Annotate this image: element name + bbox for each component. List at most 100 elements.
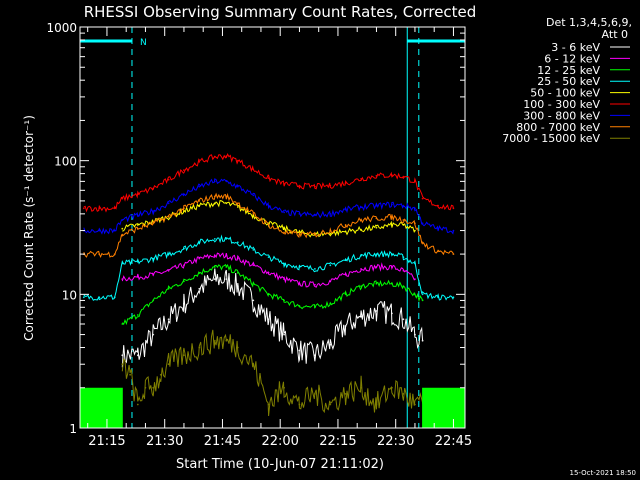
series-5-point-20 bbox=[375, 174, 378, 177]
series-7-point-26 bbox=[452, 253, 455, 256]
series-2-point-20 bbox=[414, 293, 416, 296]
series-3-point-8 bbox=[198, 241, 201, 244]
series-2-point-5 bbox=[198, 271, 201, 274]
series-line-8 bbox=[121, 329, 431, 417]
series-0-point-18 bbox=[391, 312, 393, 315]
series-0-point-6 bbox=[213, 278, 216, 280]
series-6-point-16 bbox=[314, 214, 316, 217]
series-6-point-8 bbox=[198, 185, 201, 188]
series-8-point-15 bbox=[298, 403, 301, 406]
series-8-point-17 bbox=[329, 403, 332, 406]
series-6-point-12 bbox=[252, 194, 255, 197]
series-2-point-11 bbox=[283, 299, 285, 302]
y-axis-label: Corrected Count Rate (s⁻¹ detector⁻¹) bbox=[22, 115, 36, 341]
series-7-point-11 bbox=[236, 202, 239, 205]
series-8-point-9 bbox=[213, 339, 216, 342]
series-8-point-10 bbox=[225, 339, 228, 342]
series-8-point-3 bbox=[144, 386, 147, 389]
series-2-point-0 bbox=[121, 323, 124, 325]
series-0-point-9 bbox=[252, 299, 255, 302]
background-burst-1 bbox=[422, 387, 465, 428]
series-2-point-8 bbox=[236, 271, 239, 274]
series-4-point-9 bbox=[252, 214, 255, 217]
series-7-point-21 bbox=[391, 215, 393, 218]
series-3-point-12 bbox=[252, 249, 255, 251]
series-6-point-17 bbox=[329, 213, 332, 215]
series-7-point-18 bbox=[344, 224, 347, 226]
series-7-point-6 bbox=[167, 215, 170, 218]
series-1-point-13 bbox=[314, 283, 316, 286]
y-tick-label-0: 1 bbox=[69, 422, 77, 436]
series-4-point-18 bbox=[391, 224, 393, 226]
series-6-point-7 bbox=[183, 193, 185, 196]
x-tick-label-1: 21:30 bbox=[146, 434, 183, 449]
series-5-point-3 bbox=[121, 197, 124, 200]
series-6-point-11 bbox=[236, 185, 239, 188]
series-6-point-6 bbox=[167, 202, 170, 205]
series-1-point-1 bbox=[136, 276, 139, 278]
y-tick-label-3: 1000 bbox=[46, 21, 77, 35]
legend-label-3: 25 - 50 keV bbox=[537, 75, 600, 88]
plot-content: N bbox=[80, 27, 465, 428]
series-7-point-16 bbox=[314, 233, 316, 236]
series-0-point-11 bbox=[283, 333, 285, 336]
series-1-point-11 bbox=[283, 278, 285, 280]
series-2-point-17 bbox=[375, 282, 378, 285]
series-0-point-14 bbox=[329, 343, 332, 346]
series-0-point-20 bbox=[414, 333, 416, 336]
series-3-point-11 bbox=[236, 241, 239, 244]
series-3-point-24 bbox=[421, 293, 424, 296]
series-3-point-6 bbox=[167, 253, 170, 256]
series-5-point-8 bbox=[198, 160, 201, 163]
legend-label-0: 3 - 6 keV bbox=[551, 41, 600, 54]
series-5-point-22 bbox=[402, 175, 405, 178]
series-7-point-1 bbox=[98, 253, 101, 256]
series-2-point-9 bbox=[252, 282, 255, 285]
series-8-point-20 bbox=[375, 403, 378, 406]
axes: 1 10 100 1000 21:15 21:30 21:45 22:00 22:15 22:30… bbox=[46, 21, 472, 449]
series-2-point-15 bbox=[344, 293, 347, 296]
series-6-point-20 bbox=[375, 204, 378, 207]
series-5-point-21 bbox=[391, 174, 393, 177]
series-1-point-2 bbox=[152, 273, 155, 276]
series-1-point-5 bbox=[198, 257, 201, 260]
series-3-point-7 bbox=[183, 247, 185, 250]
series-6-point-25 bbox=[437, 227, 439, 230]
series-2-point-18 bbox=[391, 282, 393, 285]
series-0-point-8 bbox=[236, 285, 239, 288]
series-6-point-2 bbox=[113, 229, 116, 232]
series-4-point-19 bbox=[402, 224, 405, 226]
series-3-point-14 bbox=[283, 262, 285, 265]
series-5-point-19 bbox=[360, 178, 362, 180]
series-3-point-15 bbox=[298, 266, 301, 268]
series-0-point-3 bbox=[167, 318, 170, 321]
series-line-0 bbox=[121, 268, 424, 368]
x-tick-label-6: 22:45 bbox=[435, 434, 472, 449]
series-3-point-13 bbox=[267, 256, 270, 258]
y-tick-label-1: 10 bbox=[62, 288, 77, 302]
series-6-point-5 bbox=[152, 210, 155, 212]
series-2-point-14 bbox=[329, 302, 332, 305]
series-line-5 bbox=[83, 153, 454, 213]
series-5-point-18 bbox=[344, 182, 347, 185]
series-3-point-9 bbox=[213, 238, 216, 240]
series-0-point-1 bbox=[136, 354, 139, 357]
series-1-point-20 bbox=[414, 278, 416, 280]
series-2-point-13 bbox=[314, 306, 316, 309]
y-tick-label-2: 100 bbox=[54, 155, 77, 169]
series-3-point-3 bbox=[121, 262, 124, 265]
x-tick-label-2: 21:45 bbox=[204, 434, 241, 449]
series-3-point-25 bbox=[437, 296, 439, 299]
series-7-point-17 bbox=[329, 229, 332, 232]
series-1-point-19 bbox=[402, 269, 405, 272]
series-3-point-20 bbox=[375, 253, 378, 256]
x-tick-label-3: 22:00 bbox=[261, 434, 298, 449]
series-8-point-13 bbox=[267, 403, 270, 406]
series-8-point-23 bbox=[414, 403, 416, 406]
series-2-point-6 bbox=[213, 266, 216, 268]
series-5-point-23 bbox=[414, 180, 416, 183]
plot-frame bbox=[79, 26, 466, 429]
series-2-point-19 bbox=[402, 285, 405, 288]
series-3-point-19 bbox=[360, 254, 362, 257]
series-0-point-15 bbox=[344, 325, 347, 327]
